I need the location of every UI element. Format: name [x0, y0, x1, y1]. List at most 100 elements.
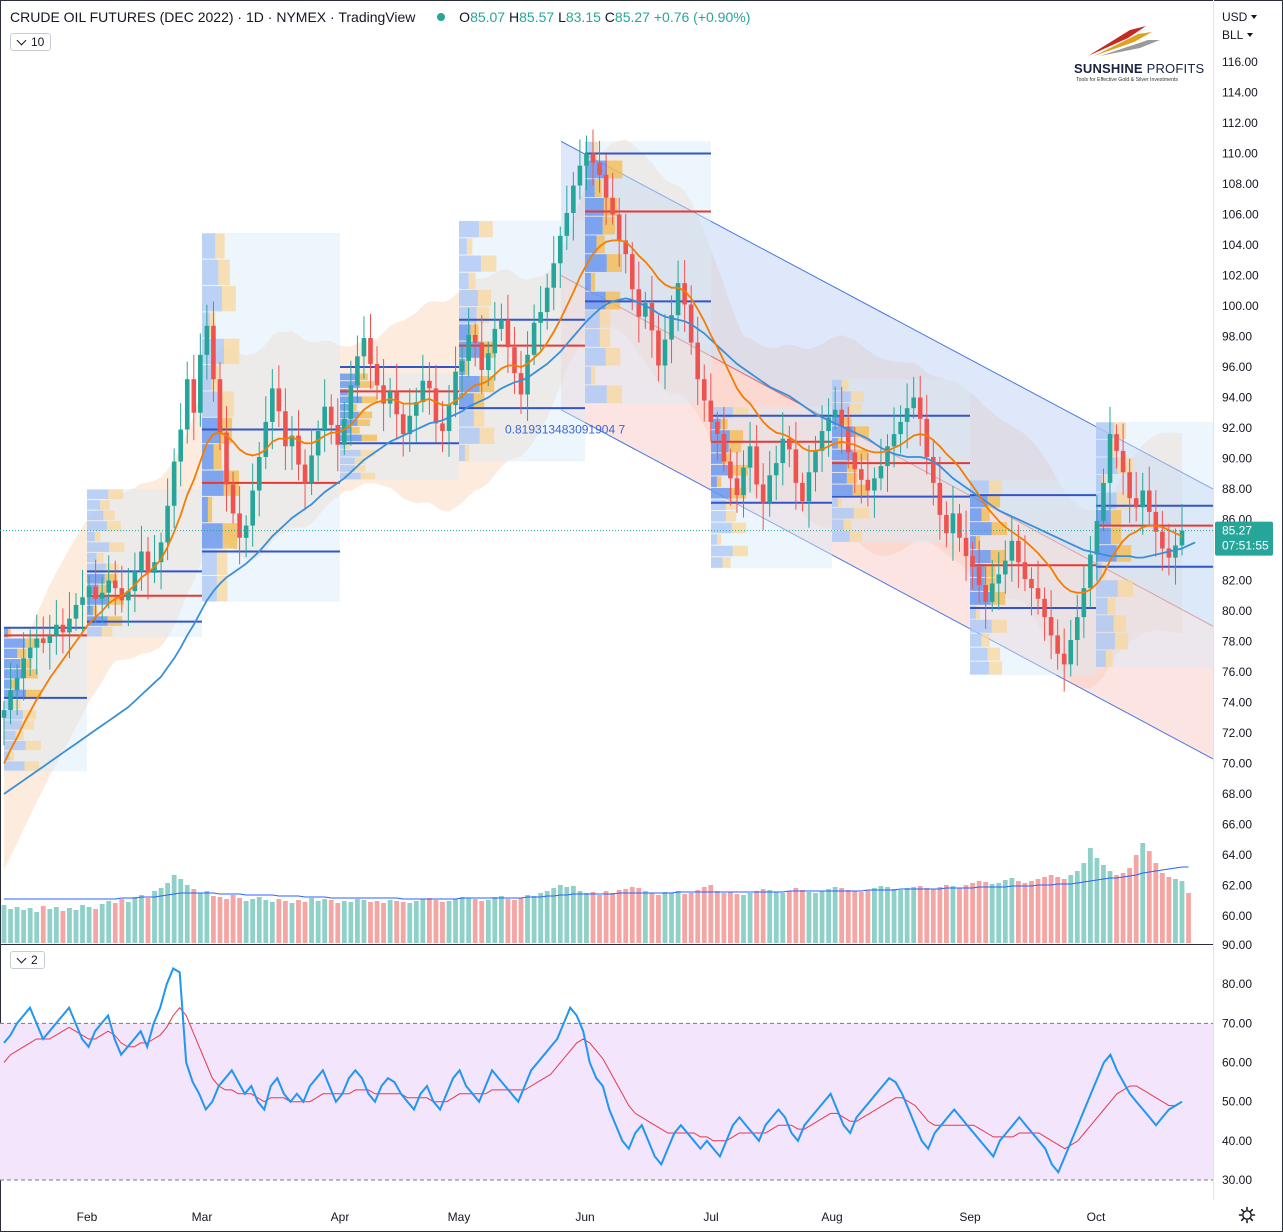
- candle: [224, 406, 229, 512]
- candle: [976, 540, 982, 603]
- volume-bar: [73, 910, 79, 943]
- indicators-toggle-button[interactable]: 10: [10, 33, 52, 51]
- volume-profile-row: [970, 605, 976, 619]
- volume-bar: [518, 898, 524, 943]
- volume-profile-row: [202, 523, 223, 549]
- candle: [499, 303, 504, 341]
- volume-profile-row: [1096, 632, 1115, 650]
- volume-profile-row-sell: [605, 347, 621, 366]
- volume-profile-row-sell: [108, 489, 124, 500]
- candle: [106, 555, 112, 609]
- candle: [171, 448, 177, 529]
- chevron-icon: [16, 35, 27, 46]
- candle-body: [1009, 540, 1015, 561]
- candle: [1061, 628, 1067, 692]
- volume-profile-row-sell: [358, 411, 373, 419]
- candle-body: [472, 334, 478, 343]
- last-price-badge[interactable]: [1215, 521, 1273, 556]
- volume-profile-row-sell: [732, 545, 748, 557]
- volume-profile-row-sell: [8, 628, 11, 638]
- candle: [643, 292, 648, 329]
- ma-fast-line: [3, 239, 1183, 764]
- logo-swoosh-icon: [1088, 26, 1160, 56]
- currency-selector[interactable]: USD BLL: [1222, 8, 1258, 44]
- volume-profile-row-sell: [1116, 545, 1132, 562]
- candle-body: [577, 165, 583, 186]
- currency-label: USD: [1222, 10, 1248, 24]
- volume-profile-row: [970, 633, 982, 647]
- candle-body: [826, 417, 831, 432]
- candle-body: [512, 347, 517, 374]
- candle-body: [525, 354, 530, 395]
- candle: [551, 236, 557, 311]
- volume-profile-row: [832, 414, 844, 426]
- volume-bar: [531, 896, 537, 943]
- volume-profile-row-sell: [351, 426, 360, 434]
- volume-profile-row: [832, 531, 850, 542]
- candle: [957, 503, 962, 552]
- volume-bar: [538, 893, 544, 943]
- volume-profile-row-sell: [991, 522, 1007, 536]
- volume-bar: [243, 901, 249, 943]
- volume-bar: [1101, 865, 1106, 943]
- candle: [289, 416, 295, 471]
- volume-profile-row-sell: [22, 710, 37, 720]
- candle-body: [178, 429, 183, 462]
- candle-body: [1, 710, 7, 718]
- price-tick-label: 106.00: [1222, 208, 1259, 222]
- volume-profile-row-sell: [599, 310, 611, 329]
- candle: [1140, 472, 1146, 535]
- price-tick-label: 104.00: [1222, 238, 1259, 252]
- candle-body: [27, 647, 33, 659]
- volume-profile-row: [711, 441, 729, 453]
- candle: [263, 396, 269, 470]
- candle-body: [728, 461, 733, 479]
- candle: [407, 388, 413, 452]
- candle-body: [1153, 511, 1159, 532]
- candle: [1179, 504, 1185, 556]
- symbol-title[interactable]: CRUDE OIL FUTURES (DEC 2022): [10, 9, 234, 25]
- candle-body: [629, 254, 635, 290]
- rsi-ma-line: [3, 1006, 1183, 1150]
- candle-body: [34, 638, 40, 648]
- candle-body: [603, 174, 609, 198]
- volume-profile-row-sell: [722, 453, 731, 464]
- volume-profile-row: [970, 494, 988, 508]
- candle: [885, 434, 890, 492]
- volume-bar: [682, 894, 688, 943]
- candle: [793, 421, 799, 510]
- volume-profile-row: [585, 216, 603, 235]
- volume-profile-row-sell: [222, 523, 238, 549]
- price-tick-label: 96.00: [1222, 360, 1252, 374]
- candle: [14, 664, 20, 716]
- candle: [1088, 535, 1093, 608]
- candle-body: [865, 479, 871, 491]
- candle: [616, 197, 622, 267]
- volume-profile-row-sell: [1107, 597, 1116, 615]
- interval[interactable]: 1D: [245, 9, 264, 25]
- candle-body: [1101, 482, 1106, 522]
- candle-body: [970, 556, 975, 567]
- candle-body: [132, 571, 138, 592]
- rsi-toggle-button[interactable]: 2: [10, 951, 45, 969]
- volume-bar: [852, 891, 858, 943]
- volume-profile-row-sell: [988, 661, 1003, 675]
- candle-body: [780, 438, 786, 464]
- candle-body: [237, 513, 242, 538]
- candle: [27, 629, 33, 676]
- price-tick-label: 108.00: [1222, 177, 1259, 191]
- volume-profile-row-sell: [354, 457, 366, 465]
- volume-profile-row-sell: [357, 419, 371, 426]
- unit-label: BLL: [1222, 28, 1244, 42]
- volume-bar: [328, 900, 334, 943]
- volume-bar: [21, 910, 27, 943]
- volume-bar: [492, 897, 498, 943]
- volume-bar: [322, 899, 328, 943]
- volume-profile-row: [1096, 475, 1102, 492]
- volume-bar: [407, 903, 413, 943]
- candle: [773, 445, 779, 501]
- volume-bar: [289, 903, 295, 943]
- volume-bar: [1015, 881, 1021, 943]
- settings-gear-icon[interactable]: [1238, 1206, 1256, 1224]
